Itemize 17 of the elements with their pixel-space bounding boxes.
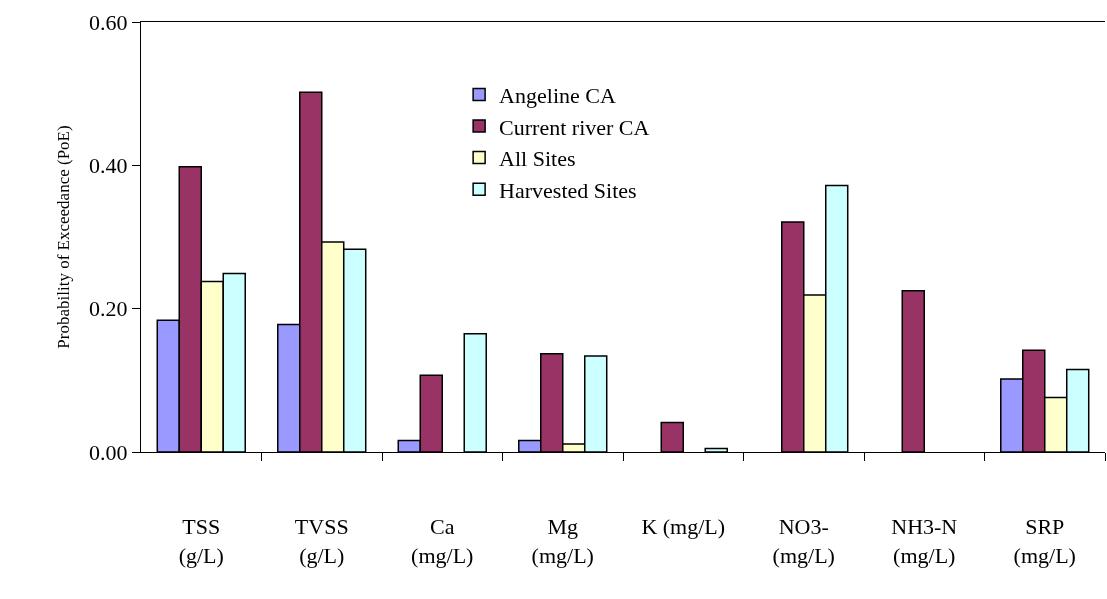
- legend-label: Current river CA: [499, 114, 650, 140]
- legend-label: All Sites: [499, 146, 576, 172]
- y-tick-label: 0.60: [89, 9, 128, 35]
- y-tick-label: 0.00: [89, 439, 128, 465]
- x-tick-label: Mg (mg/L): [531, 514, 594, 568]
- x-tick-label: Ca (mg/L): [411, 514, 474, 568]
- x-tick-label: NH3-N (mg/L): [891, 514, 958, 568]
- y-tick-label: 0.40: [89, 153, 128, 179]
- x-tick-label: SRP (mg/L): [1013, 514, 1076, 568]
- x-tick-label: K (mg/L): [641, 514, 726, 540]
- x-tick-label: TVSS (g/L): [294, 514, 349, 568]
- x-tick-label: NO3- (mg/L): [772, 514, 835, 568]
- legend-label: Harvested Sites: [499, 177, 637, 203]
- y-axis-title: Probability of Exceedance (PoE): [53, 125, 73, 349]
- x-tick-label: TSS (g/L): [178, 514, 224, 568]
- y-tick-label: 0.20: [89, 296, 128, 322]
- legend-label: Angeline CA: [499, 82, 616, 108]
